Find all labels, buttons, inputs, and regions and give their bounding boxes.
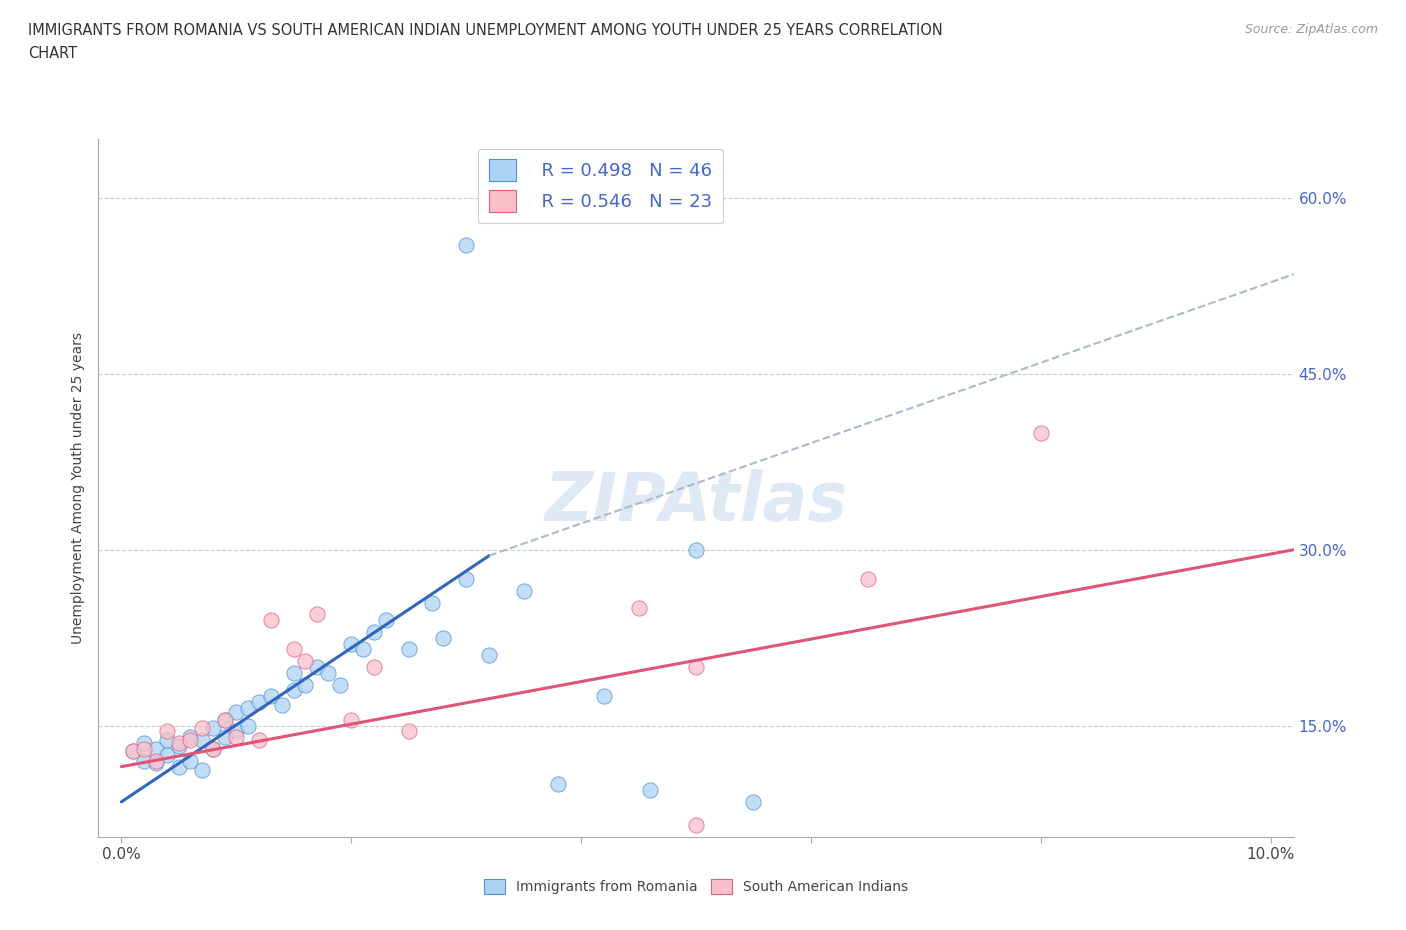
- Point: [134, 736, 156, 751]
- Point: [179, 732, 201, 747]
- Point: [329, 677, 352, 692]
- Point: [478, 648, 501, 663]
- Point: [191, 721, 214, 736]
- Point: [512, 583, 534, 598]
- Point: [294, 654, 316, 669]
- Point: [134, 753, 156, 768]
- Point: [156, 748, 179, 763]
- Point: [638, 783, 661, 798]
- Point: [316, 666, 339, 681]
- Point: [627, 601, 650, 616]
- Point: [134, 741, 156, 756]
- Point: [432, 631, 454, 645]
- Point: [225, 704, 247, 719]
- Point: [352, 642, 374, 657]
- Point: [283, 666, 305, 681]
- Text: ZIPAtlas: ZIPAtlas: [544, 470, 848, 535]
- Point: [167, 736, 190, 751]
- Point: [202, 721, 225, 736]
- Y-axis label: Unemployment Among Youth under 25 years: Unemployment Among Youth under 25 years: [72, 332, 86, 644]
- Point: [225, 724, 247, 739]
- Point: [398, 642, 420, 657]
- Point: [156, 724, 179, 739]
- Point: [363, 624, 385, 639]
- Point: [685, 542, 707, 557]
- Point: [191, 763, 214, 777]
- Point: [685, 659, 707, 674]
- Point: [547, 777, 569, 791]
- Point: [202, 741, 225, 756]
- Point: [685, 817, 707, 832]
- Point: [191, 732, 214, 747]
- Point: [214, 712, 236, 727]
- Point: [236, 718, 259, 733]
- Point: [340, 636, 363, 651]
- Point: [398, 724, 420, 739]
- Point: [236, 700, 259, 715]
- Text: IMMIGRANTS FROM ROMANIA VS SOUTH AMERICAN INDIAN UNEMPLOYMENT AMONG YOUTH UNDER : IMMIGRANTS FROM ROMANIA VS SOUTH AMERICA…: [28, 23, 943, 38]
- Point: [179, 753, 201, 768]
- Point: [305, 607, 328, 622]
- Point: [283, 683, 305, 698]
- Point: [858, 572, 880, 587]
- Point: [122, 744, 145, 759]
- Point: [167, 738, 190, 753]
- Point: [247, 732, 270, 747]
- Point: [363, 659, 385, 674]
- Point: [145, 756, 167, 771]
- Point: [1029, 425, 1052, 440]
- Point: [145, 741, 167, 756]
- Point: [593, 689, 616, 704]
- Legend: Immigrants from Romania, South American Indians: Immigrants from Romania, South American …: [478, 874, 914, 900]
- Point: [202, 741, 225, 756]
- Point: [260, 613, 283, 628]
- Point: [122, 744, 145, 759]
- Point: [247, 695, 270, 710]
- Point: [167, 759, 190, 774]
- Point: [214, 712, 236, 727]
- Point: [214, 730, 236, 745]
- Point: [420, 595, 443, 610]
- Point: [271, 698, 294, 712]
- Point: [156, 732, 179, 747]
- Point: [456, 237, 478, 252]
- Point: [456, 572, 478, 587]
- Text: Source: ZipAtlas.com: Source: ZipAtlas.com: [1244, 23, 1378, 36]
- Point: [742, 794, 765, 809]
- Point: [283, 642, 305, 657]
- Point: [260, 689, 283, 704]
- Text: CHART: CHART: [28, 46, 77, 61]
- Point: [305, 659, 328, 674]
- Point: [179, 730, 201, 745]
- Point: [294, 677, 316, 692]
- Point: [340, 712, 363, 727]
- Point: [374, 613, 396, 628]
- Point: [225, 730, 247, 745]
- Point: [145, 753, 167, 768]
